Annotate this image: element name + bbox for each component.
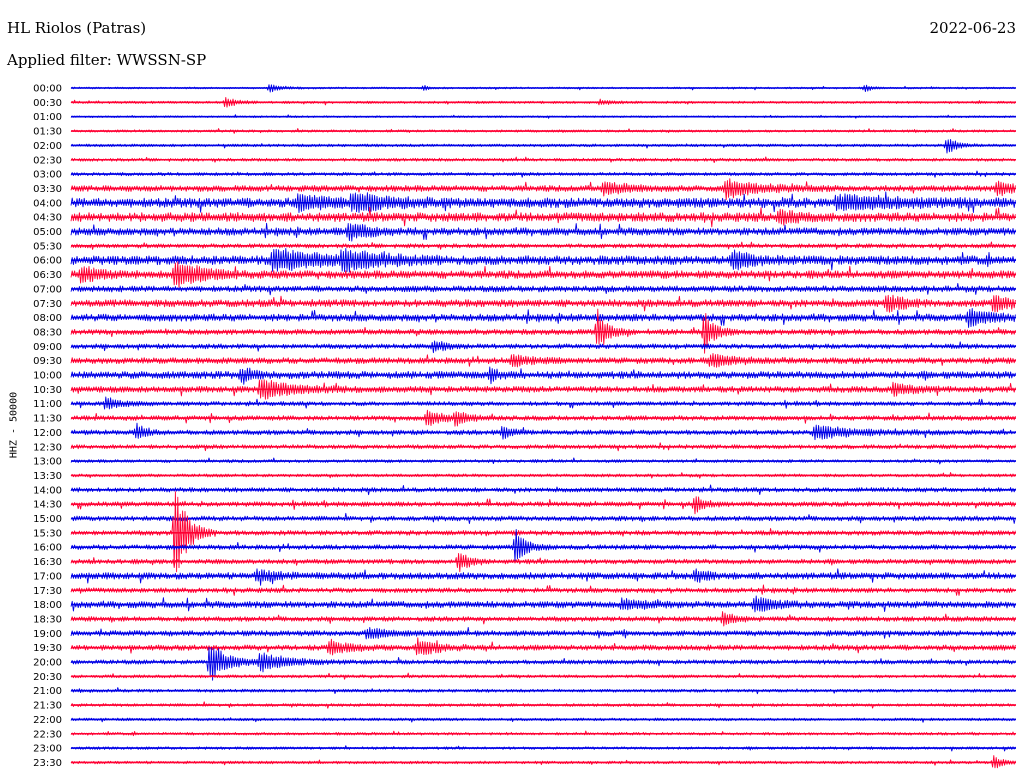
station-title: HL Riolos (Patras) xyxy=(7,19,147,37)
row-time-label: 23:00 xyxy=(33,744,62,755)
row-time-label: 06:30 xyxy=(33,270,62,281)
seismic-trace xyxy=(70,637,1016,656)
row-time-label: 08:30 xyxy=(33,327,62,338)
row-time-label: 12:30 xyxy=(33,442,62,453)
record-date: 2022-06-23 xyxy=(929,19,1016,37)
row-time-label: 23:30 xyxy=(33,758,62,769)
row-time-label: 14:30 xyxy=(33,500,62,511)
row-time-label: 09:30 xyxy=(33,356,62,367)
row-time-label: 16:30 xyxy=(33,557,62,568)
row-time-label: 14:00 xyxy=(33,485,62,496)
row-time-label: 15:30 xyxy=(33,528,62,539)
row-time-label: 18:30 xyxy=(33,614,62,625)
row-time-label: 17:30 xyxy=(33,586,62,597)
filter-label: Applied filter: WWSSN-SP xyxy=(7,51,207,69)
seismic-trace xyxy=(70,568,1016,586)
row-time-label: 22:30 xyxy=(33,729,62,740)
row-time-label: 18:00 xyxy=(33,600,62,611)
row-time-label: 21:30 xyxy=(33,701,62,712)
row-time-label: 01:00 xyxy=(33,112,62,123)
row-time-label: 03:30 xyxy=(33,184,62,195)
row-time-label: 04:30 xyxy=(33,213,62,224)
row-time-label: 19:00 xyxy=(33,629,62,640)
row-time-label: 02:00 xyxy=(33,141,62,152)
row-time-label: 10:30 xyxy=(33,385,62,396)
row-time-label: 22:00 xyxy=(33,715,62,726)
seismic-trace xyxy=(70,422,1016,441)
row-time-label: 15:00 xyxy=(33,514,62,525)
row-time-label: 03:00 xyxy=(33,170,62,181)
row-time-label: 07:30 xyxy=(33,299,62,310)
row-time-label: 00:30 xyxy=(33,98,62,109)
row-time-label: 21:00 xyxy=(33,686,62,697)
row-time-label: 06:00 xyxy=(33,256,62,267)
row-time-label: 12:00 xyxy=(33,428,62,439)
row-time-label: 04:00 xyxy=(33,198,62,209)
row-time-label: 05:00 xyxy=(33,227,62,238)
row-time-label: 08:00 xyxy=(33,313,62,324)
row-time-label: 10:00 xyxy=(33,371,62,382)
row-time-label: 20:30 xyxy=(33,672,62,683)
row-time-label: 11:30 xyxy=(33,414,62,425)
row-time-label: 00:00 xyxy=(33,84,62,95)
row-time-label: 01:30 xyxy=(33,127,62,138)
seismic-trace xyxy=(70,553,1016,573)
row-time-label: 07:00 xyxy=(33,284,62,295)
row-time-label: 09:00 xyxy=(33,342,62,353)
row-time-label: 02:30 xyxy=(33,155,62,166)
row-time-label: 17:00 xyxy=(33,571,62,582)
row-time-label: 19:30 xyxy=(33,643,62,654)
seismic-trace xyxy=(70,496,1016,515)
row-time-label: 13:30 xyxy=(33,471,62,482)
seismic-trace xyxy=(70,139,1016,154)
row-time-label: 11:00 xyxy=(33,399,62,410)
row-time-label: 20:00 xyxy=(33,658,62,669)
row-time-label: 16:00 xyxy=(33,543,62,554)
row-time-label: 13:00 xyxy=(33,457,62,468)
row-time-label: 05:30 xyxy=(33,241,62,252)
